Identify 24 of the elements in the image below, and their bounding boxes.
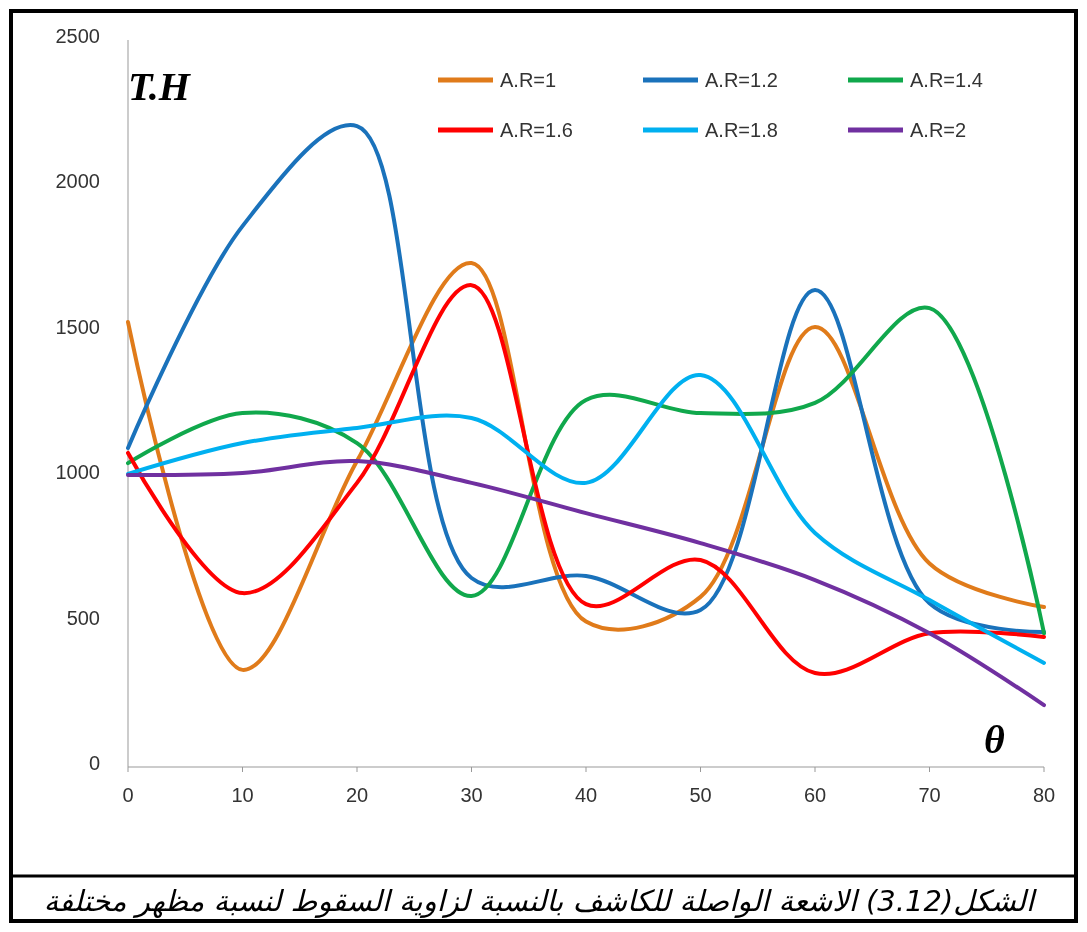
x-tick-label: 50 [689,784,712,806]
x-tick-label: 60 [803,784,827,806]
legend-label: A.R=1.4 [910,69,983,91]
x-tick-label: 70 [918,784,941,806]
legend-label: A.R=1.6 [500,119,573,141]
x-tick-label: 30 [460,784,483,806]
x-tick-label: 10 [231,784,254,806]
y-tick-label: 2000 [55,170,100,193]
y-tick-label: 500 [66,606,100,629]
x-tick-label: 80 [1032,784,1056,806]
legend-label: A.R=1.2 [705,69,778,91]
y-tick-label: 1000 [55,461,100,484]
x-tick-label: 0 [122,784,134,806]
y-tick-label: 1500 [55,315,100,338]
y-axis-title: T.H [128,64,192,109]
x-tick-label: 40 [574,784,598,806]
y-tick-label: 2500 [55,25,100,47]
legend-label: A.R=1.8 [705,119,778,141]
legend-label: A.R=2 [910,119,967,141]
x-tick-label: 20 [345,784,369,806]
text: الشكل(3.12) الاشعة الواصلة للكاشف بالنسبة لزاوية السقوط لنسبة مظهر مختلفة [43,884,1037,919]
legend-label: A.R=1 [500,69,557,91]
x-axis-title: θ [984,717,1005,762]
y-tick-label: 0 [88,752,100,774]
